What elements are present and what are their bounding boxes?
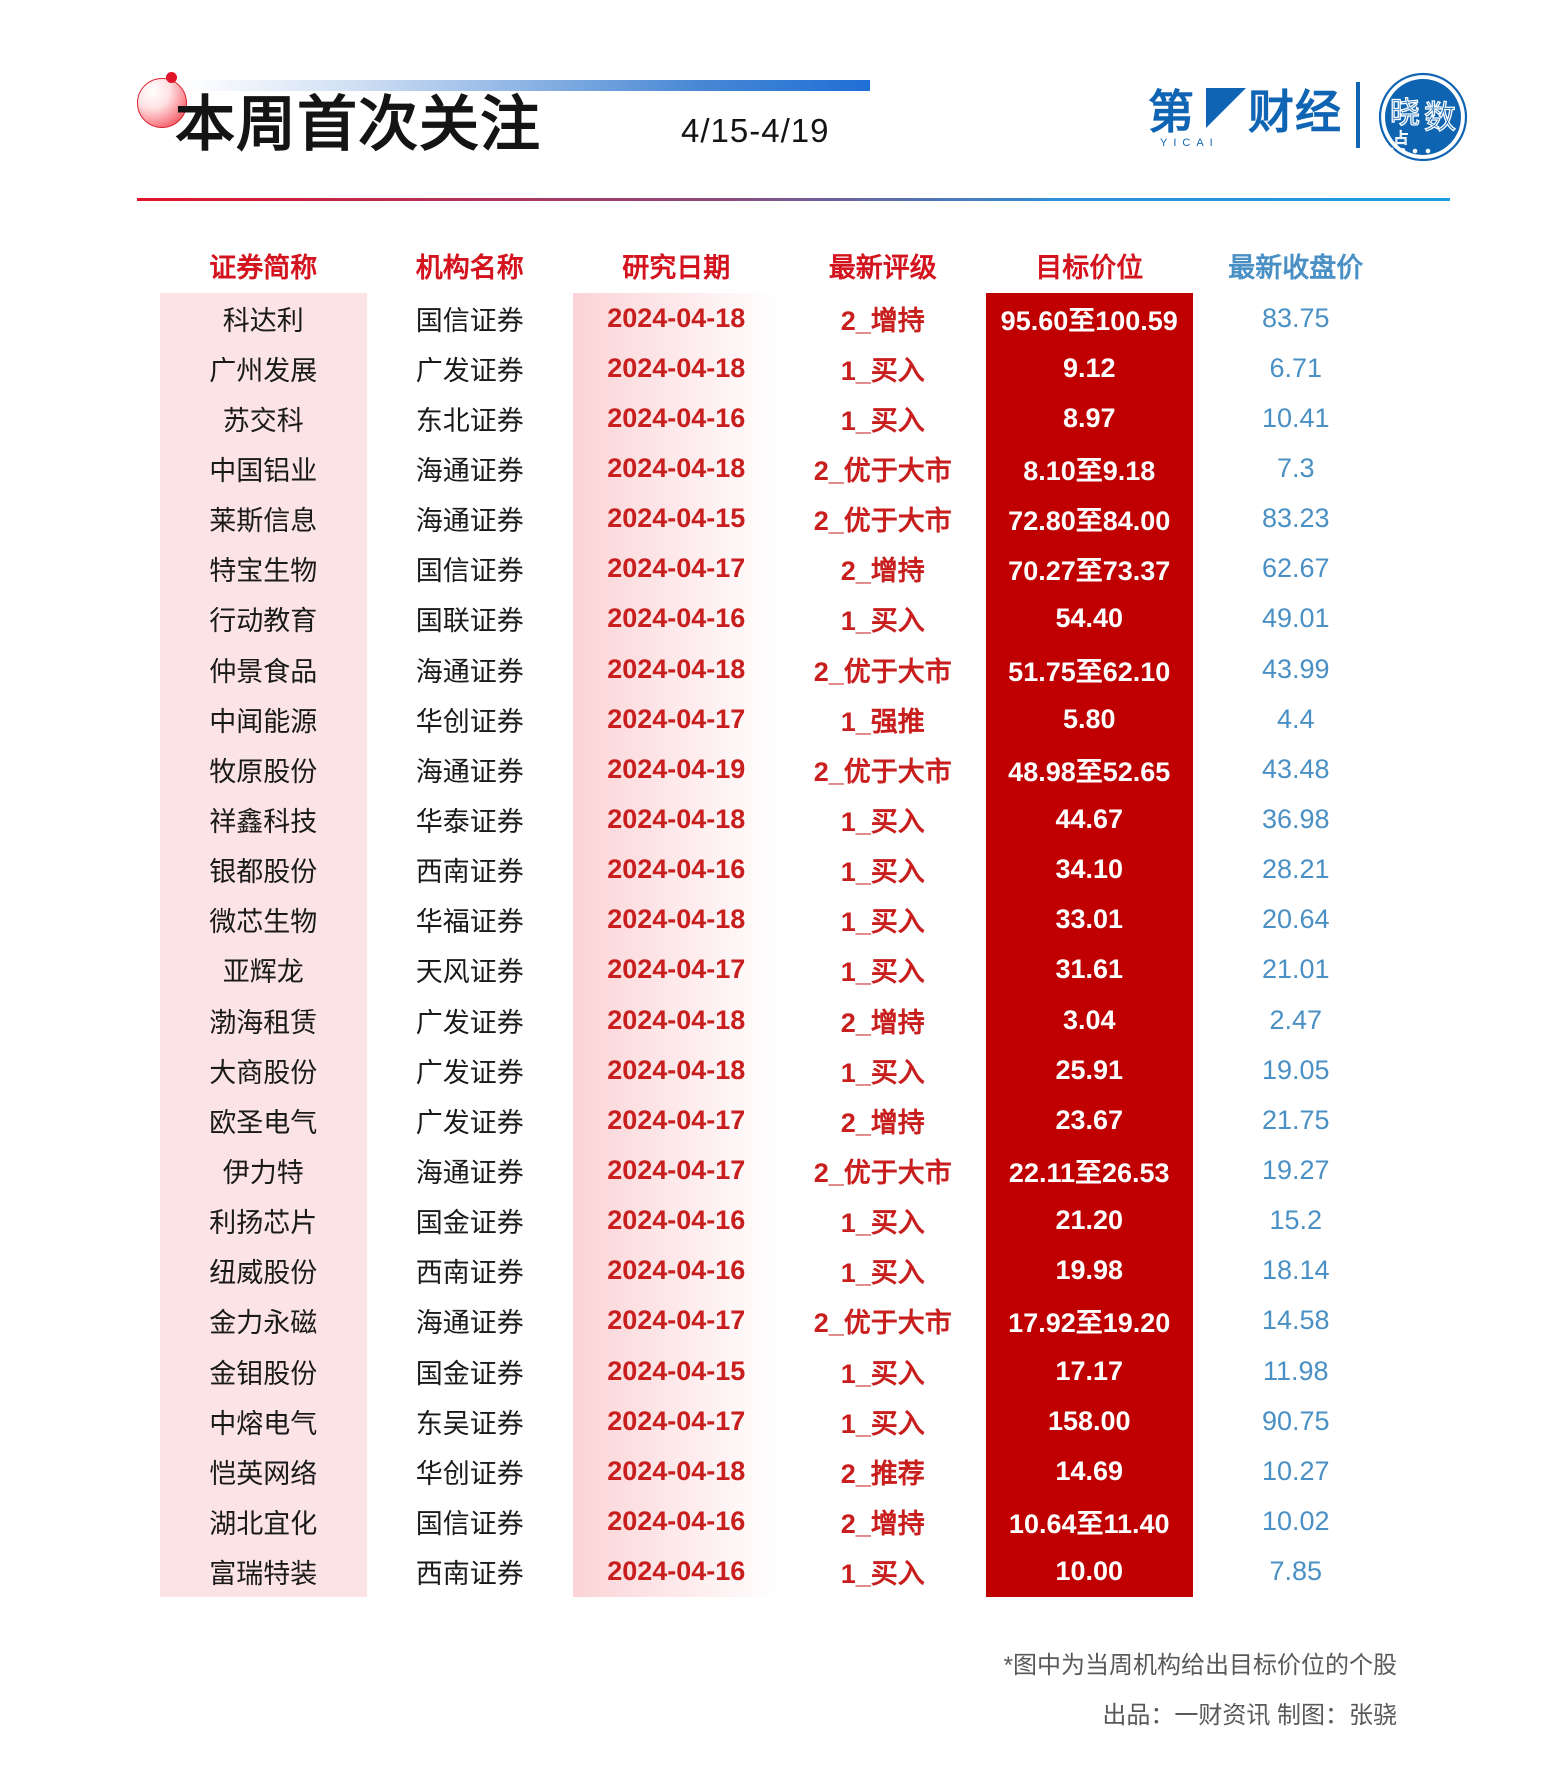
svg-text:第: 第 (1148, 86, 1195, 138)
svg-text:财经: 财经 (1248, 86, 1342, 138)
svg-text:占: 占 (1393, 130, 1408, 147)
svg-text:数: 数 (1424, 99, 1456, 135)
svg-text:晓: 晓 (1390, 97, 1420, 130)
svg-text:YICAI: YICAI (1160, 137, 1219, 149)
